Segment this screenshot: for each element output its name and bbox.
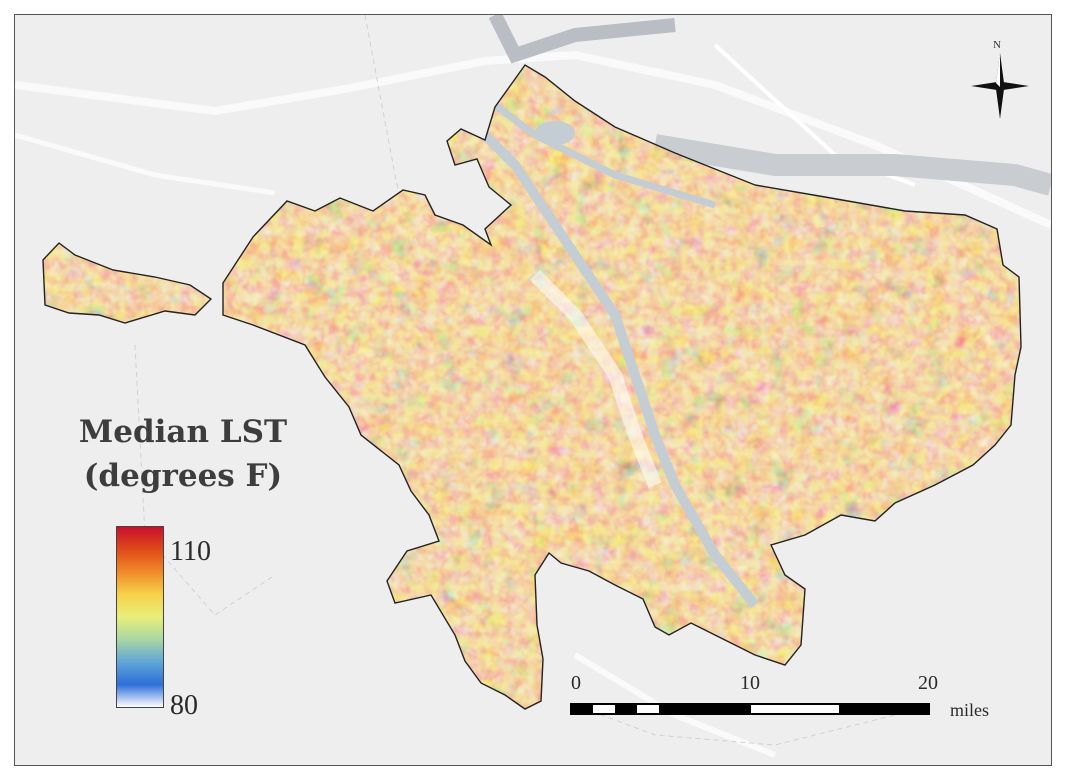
- scale-unit: miles: [950, 700, 989, 720]
- north-arrow-icon: [971, 53, 1029, 119]
- scale-segment: [637, 705, 659, 713]
- north-arrow: N: [965, 39, 1035, 119]
- legend-title-line2: (degrees F): [83, 458, 283, 494]
- scale-label-0: 0: [571, 672, 581, 694]
- scale-segment: [751, 705, 839, 713]
- legend-min-label: 80: [170, 690, 198, 721]
- legend-max-label: 110: [170, 536, 211, 567]
- north-label: N: [993, 39, 1001, 51]
- scale-bar: [570, 703, 930, 715]
- legend-title-line1: Median LST: [78, 414, 288, 450]
- legend-color-ramp: [116, 526, 164, 708]
- scale-label-10: 10: [740, 672, 760, 694]
- map-frame: N: [14, 14, 1052, 766]
- scale-segment: [593, 705, 615, 713]
- map-canvas[interactable]: [15, 15, 1051, 765]
- scale-label-20: 20: [918, 672, 938, 694]
- city-boundary: [42, 64, 1022, 710]
- legend-title: Median LST (degrees F): [58, 410, 308, 498]
